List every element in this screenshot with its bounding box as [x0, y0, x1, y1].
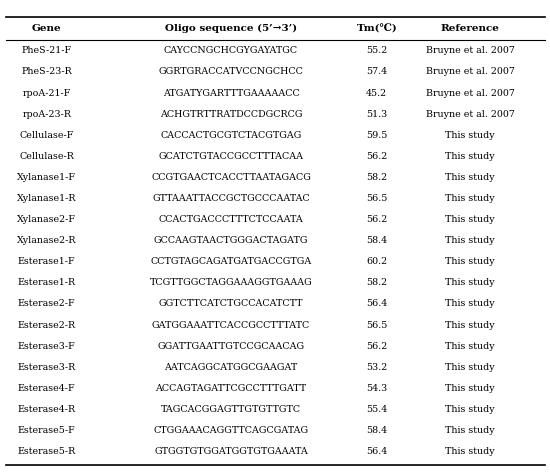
Text: This study: This study — [446, 152, 495, 161]
Text: CCACTGACCCTTTCTCCAATA: CCACTGACCCTTTCTCCAATA — [158, 215, 304, 224]
Text: GTGGTGTGGATGGTGTGAAATA: GTGGTGTGGATGGTGTGAAATA — [154, 447, 308, 456]
Text: Esterase2-F: Esterase2-F — [18, 300, 75, 309]
Text: Esterase3-R: Esterase3-R — [18, 363, 76, 372]
Text: This study: This study — [446, 173, 495, 182]
Text: Oligo sequence (5’→3’): Oligo sequence (5’→3’) — [165, 24, 297, 33]
Text: This study: This study — [446, 300, 495, 309]
Text: Esterase1-F: Esterase1-F — [18, 257, 75, 266]
Text: Cellulase-R: Cellulase-R — [19, 152, 74, 161]
Text: 56.5: 56.5 — [366, 194, 387, 203]
Text: Tm(℃): Tm(℃) — [356, 24, 397, 33]
Text: This study: This study — [446, 257, 495, 266]
Text: Esterase3-F: Esterase3-F — [18, 342, 76, 351]
Text: CCTGTAGCAGATGATGACCGTGA: CCTGTAGCAGATGATGACCGTGA — [150, 257, 312, 266]
Text: TAGCACGGAGTTGTGTTGTC: TAGCACGGAGTTGTGTTGTC — [161, 405, 301, 414]
Text: rpoA-21-F: rpoA-21-F — [23, 89, 71, 98]
Text: 56.2: 56.2 — [366, 152, 387, 161]
Text: 54.3: 54.3 — [366, 384, 387, 393]
Text: This study: This study — [446, 320, 495, 329]
Text: Reference: Reference — [441, 24, 500, 33]
Text: Xylanase2-R: Xylanase2-R — [17, 236, 76, 245]
Text: ATGATYGARTTTGAAAAACC: ATGATYGARTTTGAAAAACC — [163, 89, 299, 98]
Text: This study: This study — [446, 426, 495, 435]
Text: CTGGAAACAGGTTCAGCGATAG: CTGGAAACAGGTTCAGCGATAG — [153, 426, 309, 435]
Text: GGATTGAATTGTCCGCAACAG: GGATTGAATTGTCCGCAACAG — [157, 342, 305, 351]
Text: 55.2: 55.2 — [366, 46, 387, 55]
Text: Esterase2-R: Esterase2-R — [18, 320, 76, 329]
Text: 51.3: 51.3 — [366, 109, 387, 118]
Text: PheS-23-R: PheS-23-R — [21, 67, 72, 76]
Text: GGTCTTCATCTGCCACATCTT: GGTCTTCATCTGCCACATCTT — [159, 300, 303, 309]
Text: Bruyne et al. 2007: Bruyne et al. 2007 — [426, 46, 515, 55]
Text: 58.4: 58.4 — [366, 426, 387, 435]
Text: 58.2: 58.2 — [366, 278, 387, 287]
Text: AATCAGGCATGGCGAAGAT: AATCAGGCATGGCGAAGAT — [164, 363, 298, 372]
Text: rpoA-23-R: rpoA-23-R — [22, 109, 72, 118]
Text: Esterase5-F: Esterase5-F — [18, 426, 76, 435]
Text: GTTAAATTACCGCTGCCCAATAC: GTTAAATTACCGCTGCCCAATAC — [152, 194, 310, 203]
Text: Xylanase2-F: Xylanase2-F — [17, 215, 76, 224]
Text: This study: This study — [446, 363, 495, 372]
Text: 56.4: 56.4 — [366, 447, 387, 456]
Text: CACCACTGCGTCTACGTGAG: CACCACTGCGTCTACGTGAG — [160, 131, 302, 140]
Text: This study: This study — [446, 405, 495, 414]
Text: CCGTGAACTCACCTTAATAGACG: CCGTGAACTCACCTTAATAGACG — [151, 173, 311, 182]
Text: This study: This study — [446, 194, 495, 203]
Text: ACCAGTAGATTCGCCTTTGATT: ACCAGTAGATTCGCCTTTGATT — [156, 384, 306, 393]
Text: GCCAAGTAACTGGGACTAGATG: GCCAAGTAACTGGGACTAGATG — [154, 236, 308, 245]
Text: 57.4: 57.4 — [366, 67, 387, 76]
Text: This study: This study — [446, 342, 495, 351]
Text: This study: This study — [446, 236, 495, 245]
Text: Esterase5-R: Esterase5-R — [18, 447, 76, 456]
Text: This study: This study — [446, 131, 495, 140]
Text: 56.4: 56.4 — [366, 300, 387, 309]
Text: 55.4: 55.4 — [366, 405, 387, 414]
Text: Xylanase1-F: Xylanase1-F — [17, 173, 76, 182]
Text: Bruyne et al. 2007: Bruyne et al. 2007 — [426, 109, 515, 118]
Text: CAYCCNGCHCGYGAYATGC: CAYCCNGCHCGYGAYATGC — [164, 46, 298, 55]
Text: GGRTGRACCATVCCNGCHCC: GGRTGRACCATVCCNGCHCC — [158, 67, 304, 76]
Text: Esterase4-R: Esterase4-R — [18, 405, 76, 414]
Text: This study: This study — [446, 447, 495, 456]
Text: Cellulase-F: Cellulase-F — [20, 131, 74, 140]
Text: Gene: Gene — [32, 24, 62, 33]
Text: GCATCTGTACCGCCTTTACAA: GCATCTGTACCGCCTTTACAA — [158, 152, 304, 161]
Text: 56.2: 56.2 — [366, 215, 387, 224]
Text: Bruyne et al. 2007: Bruyne et al. 2007 — [426, 67, 515, 76]
Text: Bruyne et al. 2007: Bruyne et al. 2007 — [426, 89, 515, 98]
Text: This study: This study — [446, 384, 495, 393]
Text: GATGGAAATTCACCGCCTTTATC: GATGGAAATTCACCGCCTTTATC — [152, 320, 310, 329]
Text: 56.2: 56.2 — [366, 342, 387, 351]
Text: This study: This study — [446, 215, 495, 224]
Text: Esterase4-F: Esterase4-F — [18, 384, 75, 393]
Text: Esterase1-R: Esterase1-R — [18, 278, 76, 287]
Text: Xylanase1-R: Xylanase1-R — [17, 194, 76, 203]
Text: TCGTTGGCTAGGAAAGGTGAAAG: TCGTTGGCTAGGAAAGGTGAAAG — [150, 278, 312, 287]
Text: 59.5: 59.5 — [366, 131, 387, 140]
Text: 53.2: 53.2 — [366, 363, 387, 372]
Text: 58.2: 58.2 — [366, 173, 387, 182]
Text: 45.2: 45.2 — [366, 89, 387, 98]
Text: ACHGTRTTRATDCCDGCRCG: ACHGTRTTRATDCCDGCRCG — [160, 109, 302, 118]
Text: 60.2: 60.2 — [366, 257, 387, 266]
Text: 58.4: 58.4 — [366, 236, 387, 245]
Text: 56.5: 56.5 — [366, 320, 387, 329]
Text: PheS-21-F: PheS-21-F — [21, 46, 72, 55]
Text: This study: This study — [446, 278, 495, 287]
